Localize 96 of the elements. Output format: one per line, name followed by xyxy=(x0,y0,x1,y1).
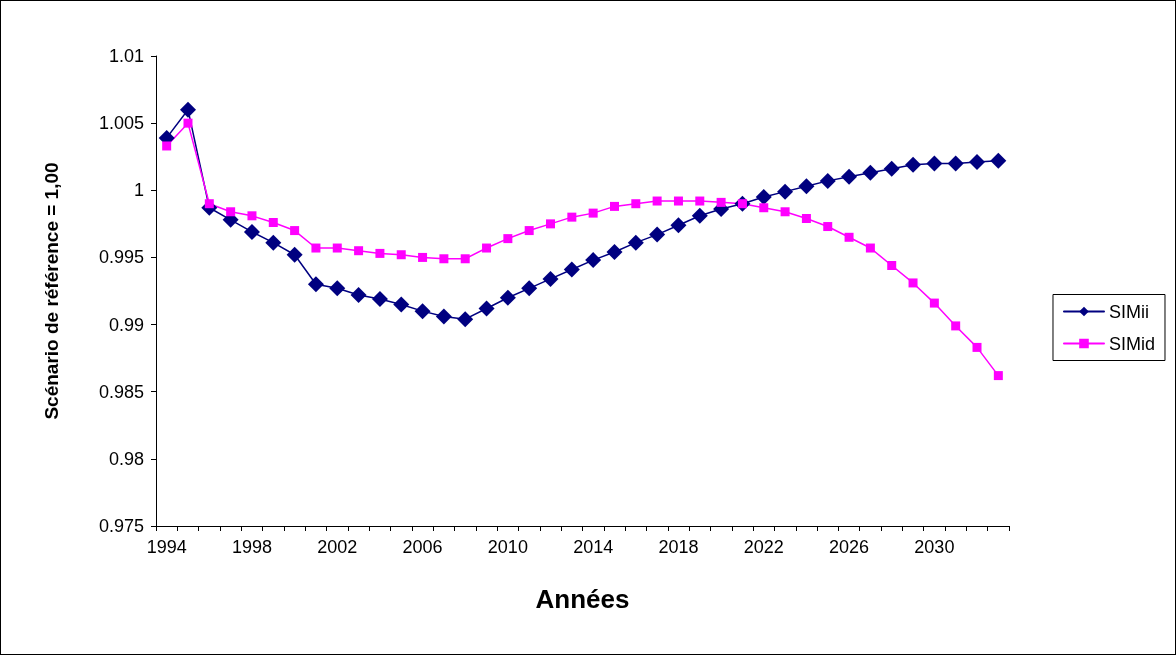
point xyxy=(798,178,815,195)
point xyxy=(627,234,644,251)
point xyxy=(951,321,961,331)
point xyxy=(755,189,772,205)
point xyxy=(162,141,172,151)
point xyxy=(673,196,683,206)
legend-label: SIMii xyxy=(1108,301,1149,322)
y-tick-label: 0.975 xyxy=(98,516,144,536)
point xyxy=(567,212,577,222)
point xyxy=(435,308,452,325)
point xyxy=(929,298,939,308)
point xyxy=(542,270,559,287)
x-tick-label: 2002 xyxy=(317,537,358,557)
y-tick-label: 0.985 xyxy=(98,381,144,402)
point xyxy=(691,207,708,224)
x-tick-label: 2010 xyxy=(487,537,528,557)
point xyxy=(993,371,1003,381)
point xyxy=(329,280,346,297)
x-tick-label: 2018 xyxy=(658,537,699,557)
point xyxy=(290,226,300,236)
x-tick-label: 2030 xyxy=(914,537,955,557)
point xyxy=(247,211,257,221)
point xyxy=(350,287,367,304)
point xyxy=(265,234,282,251)
point xyxy=(546,219,556,229)
point xyxy=(990,152,1007,169)
y-tick-label: 0.99 xyxy=(108,314,144,335)
point xyxy=(204,199,214,209)
point xyxy=(414,303,431,320)
point xyxy=(652,196,662,206)
x-tick-label: 2026 xyxy=(829,537,870,557)
point xyxy=(801,213,811,223)
y-tick-label: 1.01 xyxy=(108,46,144,66)
point xyxy=(354,246,364,256)
point xyxy=(887,260,897,270)
point xyxy=(670,217,687,234)
point xyxy=(226,207,236,217)
x-tick-label: 2006 xyxy=(402,537,443,557)
x-tick-label: 1994 xyxy=(146,537,187,557)
point xyxy=(905,156,922,173)
point xyxy=(908,278,918,288)
point xyxy=(311,243,321,253)
x-tick-label: 2022 xyxy=(743,537,784,557)
point xyxy=(649,226,666,243)
x-tick-label: 1998 xyxy=(231,537,272,557)
point xyxy=(286,246,303,263)
point xyxy=(777,183,794,200)
point xyxy=(396,250,406,260)
point xyxy=(524,226,534,236)
x-tick-label: 2014 xyxy=(573,537,614,557)
point xyxy=(969,154,986,171)
y-tick-label: 1.005 xyxy=(98,113,144,134)
point xyxy=(947,155,964,172)
point xyxy=(418,252,428,262)
y-tick-label: 0.98 xyxy=(108,448,144,469)
point xyxy=(375,248,385,258)
point xyxy=(268,218,278,228)
y-tick-label: 1 xyxy=(133,180,144,201)
x-axis-title: Années xyxy=(535,584,630,614)
point xyxy=(716,197,726,207)
point xyxy=(819,172,836,189)
point xyxy=(503,234,513,244)
point xyxy=(609,201,619,211)
point xyxy=(865,243,875,253)
point xyxy=(332,243,342,253)
point xyxy=(883,160,900,177)
point xyxy=(393,296,410,313)
point xyxy=(972,342,982,352)
point xyxy=(759,203,769,213)
point xyxy=(588,208,598,218)
point xyxy=(841,168,858,185)
point xyxy=(307,276,324,293)
point xyxy=(606,244,623,261)
point xyxy=(521,280,538,297)
y-tick-label: 0.995 xyxy=(98,247,144,268)
y-axis-title: Scénario de référence = 1,00 xyxy=(41,162,62,420)
point xyxy=(371,291,388,308)
point xyxy=(179,101,196,118)
point xyxy=(862,164,879,181)
point xyxy=(695,196,705,206)
point xyxy=(631,199,641,209)
point xyxy=(823,222,833,232)
point xyxy=(499,289,516,306)
point xyxy=(482,243,492,253)
point xyxy=(457,311,474,328)
point xyxy=(460,254,470,264)
point xyxy=(439,254,449,264)
point xyxy=(563,261,580,278)
point xyxy=(926,155,943,172)
point xyxy=(585,252,602,269)
point xyxy=(844,232,854,242)
point xyxy=(183,118,193,128)
legend-label: SIMid xyxy=(1108,333,1155,354)
point xyxy=(478,300,495,317)
point xyxy=(243,223,260,240)
point xyxy=(780,207,790,217)
